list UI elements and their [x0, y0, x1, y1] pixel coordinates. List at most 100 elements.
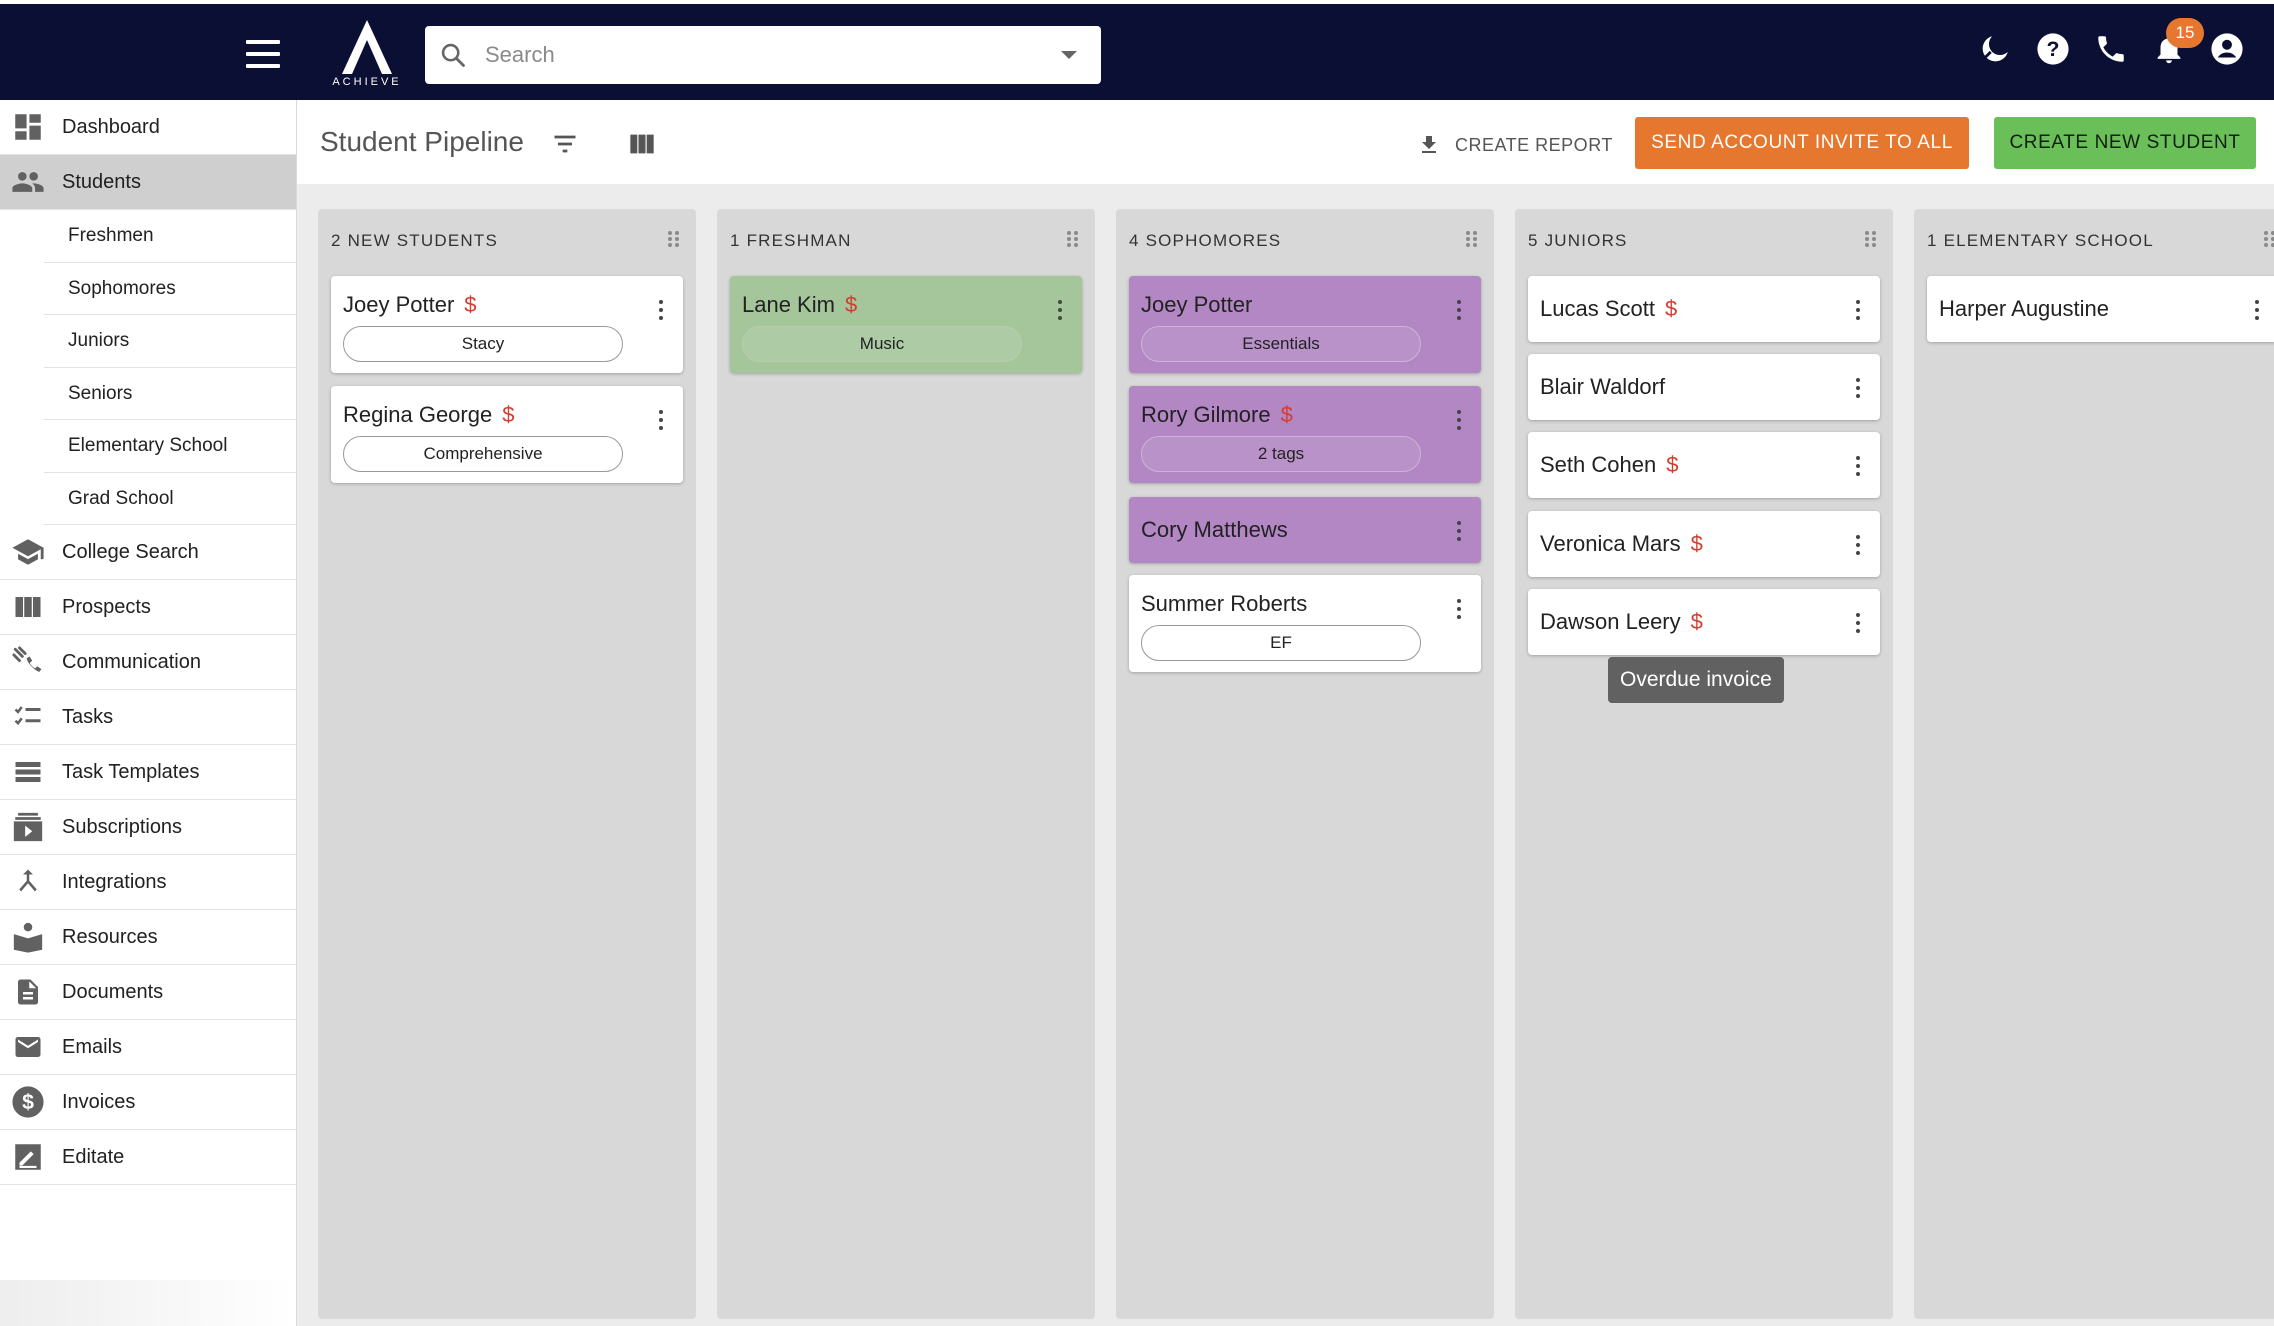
sidebar-item-college-search[interactable]: College Search — [0, 525, 296, 580]
more-vert-icon[interactable] — [1856, 535, 1862, 557]
sidebar-subitem-juniors[interactable]: Juniors — [44, 315, 296, 368]
account-icon[interactable] — [2210, 32, 2244, 66]
overdue-dollar-icon[interactable]: $ — [1690, 609, 1703, 634]
more-vert-icon[interactable] — [1457, 410, 1463, 432]
filter-icon[interactable] — [550, 130, 580, 163]
sidebar-item-communication[interactable]: Communication — [0, 635, 296, 690]
send-invite-button[interactable]: SEND ACCOUNT INVITE TO ALL — [1635, 117, 1969, 169]
sidebar-item-students[interactable]: Students — [0, 155, 296, 210]
checklist-icon — [8, 699, 48, 735]
drag-handle-icon[interactable] — [1865, 231, 1877, 247]
dark-mode-icon[interactable] — [1978, 32, 2012, 66]
sidebar-item-subscriptions[interactable]: Subscriptions — [0, 800, 296, 855]
more-vert-icon[interactable] — [1856, 378, 1862, 400]
sidebar-item-task-templates[interactable]: Task Templates — [0, 745, 296, 800]
sidebar-item-integrations[interactable]: Integrations — [0, 855, 296, 910]
logo-text: ACHIEVE — [332, 76, 402, 88]
student-card[interactable]: Blair Waldorf — [1528, 354, 1880, 420]
drag-handle-icon[interactable] — [668, 231, 680, 247]
sidebar-item-tasks[interactable]: Tasks — [0, 690, 296, 745]
sidebar-item-label: College Search — [62, 540, 199, 563]
sidebar-bottom-shadow — [0, 1280, 297, 1326]
achieve-logo[interactable]: ACHIEVE — [330, 18, 404, 90]
student-name: Summer Roberts — [1141, 591, 1308, 616]
student-card[interactable]: Joey Potter Essentials — [1129, 276, 1481, 373]
sidebar-item-label: Subscriptions — [62, 815, 183, 838]
student-card[interactable]: Cory Matthews — [1129, 497, 1481, 563]
more-vert-icon[interactable] — [1457, 599, 1463, 621]
help-icon[interactable]: ? — [2036, 32, 2070, 66]
search-input[interactable] — [467, 26, 1061, 84]
sidebar-subitem-elementary-school[interactable]: Elementary School — [44, 420, 296, 473]
sidebar-item-dashboard[interactable]: Dashboard — [0, 100, 296, 155]
sidebar-item-resources[interactable]: Resources — [0, 910, 296, 965]
more-vert-icon[interactable] — [1856, 613, 1862, 635]
drag-handle-icon[interactable] — [2264, 231, 2274, 247]
more-vert-icon[interactable] — [659, 300, 665, 322]
student-name: Veronica Mars $ — [1540, 531, 1703, 556]
sidebar-item-invoices[interactable]: $ Invoices — [0, 1075, 296, 1130]
search-dropdown-icon[interactable] — [1061, 51, 1077, 59]
more-vert-icon[interactable] — [1856, 456, 1862, 478]
student-card[interactable]: Lane Kim $ Music — [730, 276, 1082, 373]
sidebar-item-label: Students — [62, 170, 141, 193]
drag-handle-icon[interactable] — [1067, 231, 1079, 247]
drag-handle-icon[interactable] — [1466, 231, 1478, 247]
student-card[interactable]: Summer Roberts EF — [1129, 575, 1481, 672]
sidebar-subitem-freshmen[interactable]: Freshmen — [44, 210, 296, 263]
more-vert-icon[interactable] — [1058, 300, 1064, 322]
sidebar-subitem-sophomores[interactable]: Sophomores — [44, 263, 296, 315]
more-vert-icon[interactable] — [1457, 300, 1463, 322]
student-name: Joey Potter $ — [343, 292, 477, 317]
student-name: Joey Potter — [1141, 292, 1253, 317]
more-vert-icon[interactable] — [1457, 521, 1463, 543]
svg-text:?: ? — [2047, 37, 2060, 61]
pipeline-column-elementary-school: 1 ELEMENTARY SCHOOL Harper Augustine — [1914, 209, 2274, 1319]
phone-icon[interactable] — [2094, 32, 2128, 66]
student-tag: 2 tags — [1141, 436, 1421, 472]
create-new-student-button[interactable]: CREATE NEW STUDENT — [1994, 117, 2256, 169]
create-report-button[interactable]: CREATE REPORT — [1417, 122, 1613, 168]
overdue-dollar-icon[interactable]: $ — [1666, 452, 1679, 477]
student-tag: Stacy — [343, 326, 623, 362]
overdue-dollar-icon[interactable]: $ — [844, 292, 858, 317]
overdue-dollar-icon[interactable]: $ — [502, 402, 515, 427]
menu-icon[interactable] — [246, 40, 280, 68]
notification-badge: 15 — [2166, 18, 2204, 48]
sidebar-item-prospects[interactable]: Prospects — [0, 580, 296, 635]
view-columns-icon[interactable] — [627, 130, 657, 163]
student-card[interactable]: Seth Cohen $ — [1528, 432, 1880, 498]
student-card[interactable]: Harper Augustine — [1927, 276, 2274, 342]
student-card[interactable]: Veronica Mars $ — [1528, 511, 1880, 577]
page-title: Student Pipeline — [320, 126, 524, 157]
overdue-dollar-icon[interactable]: $ — [464, 292, 477, 317]
sidebar-item-documents[interactable]: Documents — [0, 965, 296, 1020]
column-title: 2 NEW STUDENTS — [331, 231, 498, 250]
overdue-dollar-icon[interactable]: $ — [1280, 402, 1293, 427]
student-card[interactable]: Rory Gilmore $ 2 tags — [1129, 386, 1481, 483]
more-vert-icon[interactable] — [659, 410, 665, 432]
student-card[interactable]: Dawson Leery $ — [1528, 589, 1880, 655]
overdue-dollar-icon[interactable]: $ — [1664, 296, 1678, 321]
student-card[interactable]: Lucas Scott $ — [1528, 276, 1880, 342]
sidebar-subitem-seniors[interactable]: Seniors — [44, 368, 296, 420]
sidebar-item-emails[interactable]: Emails — [0, 1020, 296, 1075]
student-tag: EF — [1141, 625, 1421, 661]
student-card[interactable]: Regina George $ Comprehensive — [331, 386, 683, 483]
search-icon — [441, 43, 465, 67]
sidebar-item-editate[interactable]: Editate — [0, 1130, 296, 1185]
sidebar-subitem-grad-school[interactable]: Grad School — [44, 473, 296, 525]
more-vert-icon[interactable] — [1856, 300, 1862, 322]
notifications-icon[interactable]: 15 — [2152, 18, 2204, 66]
more-vert-icon[interactable] — [2255, 300, 2261, 322]
student-card[interactable]: Joey Potter $ Stacy — [331, 276, 683, 373]
people-icon — [8, 164, 48, 200]
page-header: Student Pipeline CREATE REPORT SEND ACCO… — [297, 100, 2274, 184]
student-name: Lucas Scott $ — [1540, 296, 1678, 321]
pipeline-column-juniors: 5 JUNIORS Lucas Scott $ Blair Waldorf Set… — [1515, 209, 1893, 1319]
student-tag: Comprehensive — [343, 436, 623, 472]
sidebar-item-label: Resources — [62, 925, 158, 948]
overdue-dollar-icon[interactable]: $ — [1690, 531, 1703, 556]
student-name: Regina George $ — [343, 402, 515, 427]
search-bar[interactable] — [425, 26, 1101, 84]
